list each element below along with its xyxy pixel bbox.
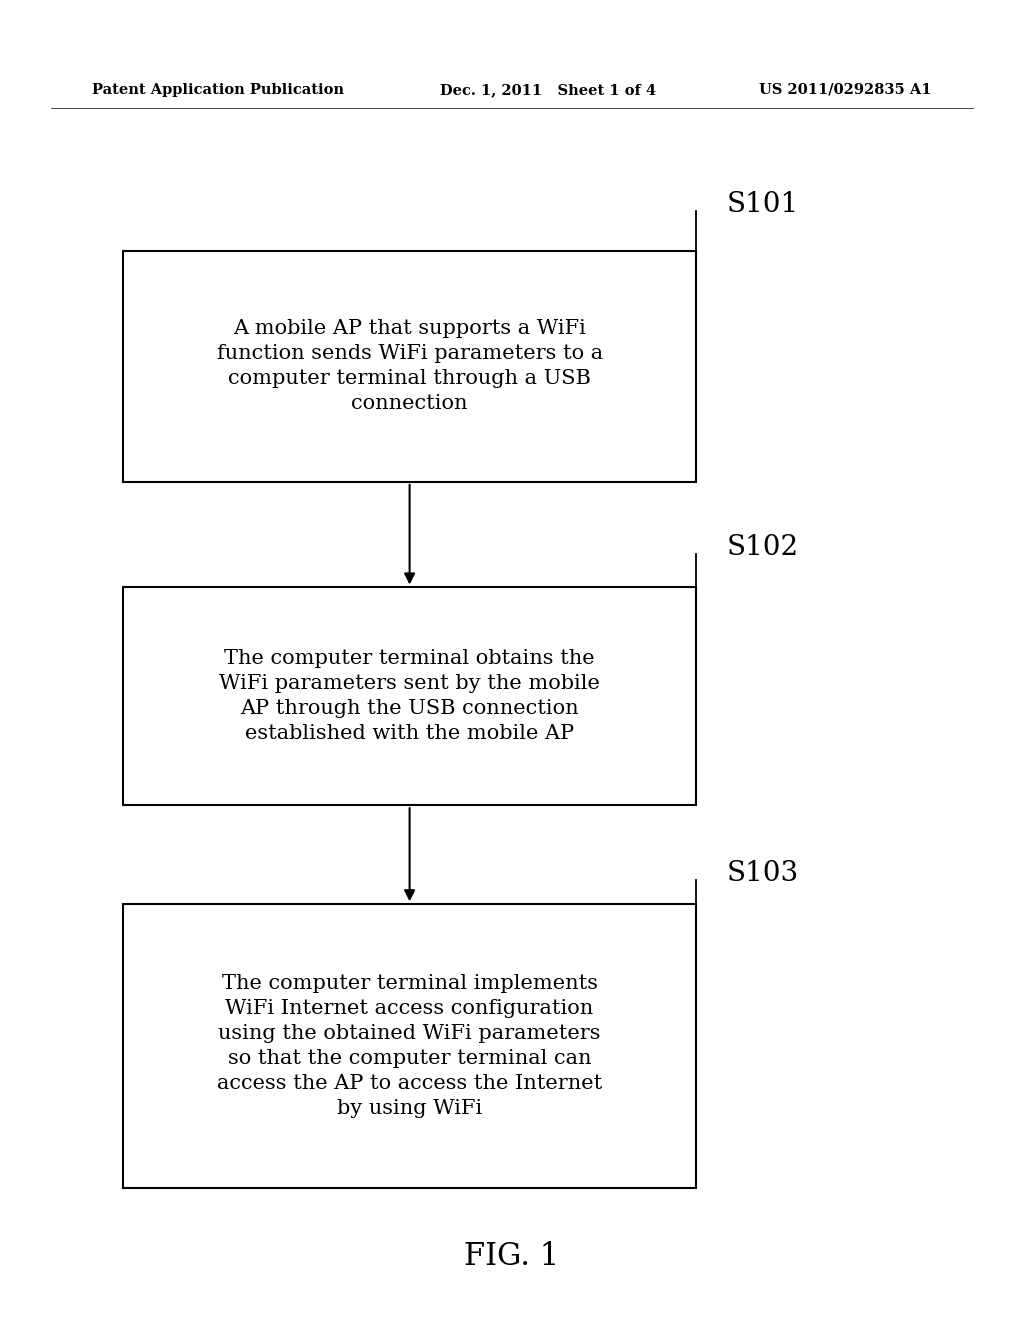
Text: The computer terminal obtains the
WiFi parameters sent by the mobile
AP through : The computer terminal obtains the WiFi p… <box>219 649 600 743</box>
Bar <box>123 251 696 482</box>
Bar <box>123 587 696 805</box>
Text: S102: S102 <box>727 535 799 561</box>
Text: Dec. 1, 2011   Sheet 1 of 4: Dec. 1, 2011 Sheet 1 of 4 <box>440 83 656 96</box>
Text: Patent Application Publication: Patent Application Publication <box>92 83 344 96</box>
Text: S103: S103 <box>727 861 799 887</box>
Text: FIG. 1: FIG. 1 <box>464 1241 560 1272</box>
Text: The computer terminal implements
WiFi Internet access configuration
using the ob: The computer terminal implements WiFi In… <box>217 974 602 1118</box>
Bar <box>123 904 696 1188</box>
Text: S101: S101 <box>727 191 800 218</box>
Text: US 2011/0292835 A1: US 2011/0292835 A1 <box>760 83 932 96</box>
Text: A mobile AP that supports a WiFi
function sends WiFi parameters to a
computer te: A mobile AP that supports a WiFi functio… <box>216 319 603 413</box>
